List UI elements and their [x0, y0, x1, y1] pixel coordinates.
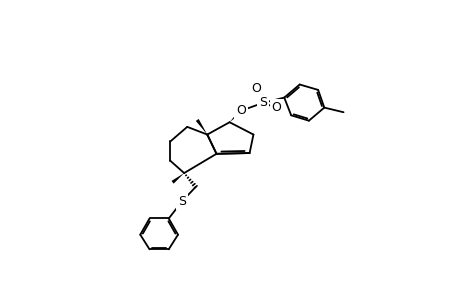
Polygon shape	[229, 110, 242, 122]
Polygon shape	[196, 119, 207, 135]
Text: O: O	[235, 104, 246, 117]
Polygon shape	[171, 173, 184, 184]
Text: O: O	[271, 101, 281, 114]
Text: O: O	[251, 82, 261, 95]
Text: S: S	[178, 195, 185, 208]
Text: S: S	[258, 97, 266, 110]
